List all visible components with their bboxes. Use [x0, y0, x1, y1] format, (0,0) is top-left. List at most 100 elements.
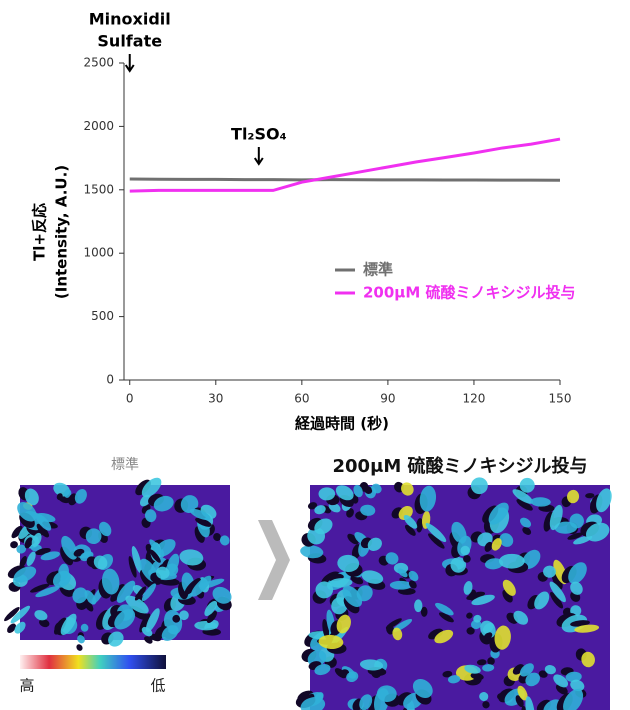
cell — [484, 558, 504, 570]
cell — [460, 545, 471, 556]
cell — [61, 535, 78, 560]
cell — [392, 627, 403, 641]
cell — [145, 608, 160, 633]
cell-dark — [482, 701, 490, 709]
cell-dark — [76, 644, 83, 651]
cell-dark — [476, 659, 487, 666]
cell — [414, 599, 423, 613]
cell — [26, 551, 36, 567]
x-tick-label: 0 — [126, 392, 134, 406]
cell — [194, 621, 218, 631]
cell — [17, 502, 37, 522]
cell-dark — [442, 670, 453, 678]
cell — [403, 514, 418, 529]
cell-dark — [307, 502, 318, 510]
cell-dark — [172, 614, 181, 623]
cell — [335, 485, 354, 501]
cell — [517, 685, 528, 701]
annotation-arrow — [253, 147, 264, 166]
cell — [72, 587, 88, 604]
cell — [534, 591, 550, 610]
cell — [300, 545, 324, 559]
cell — [153, 495, 174, 512]
y-tick-label: 1000 — [83, 246, 114, 260]
cell-dark — [466, 591, 486, 601]
cell — [425, 523, 447, 543]
cell-dark — [139, 569, 155, 589]
cell-dark — [538, 670, 548, 678]
cell — [314, 505, 326, 515]
y-tick-label: 0 — [106, 373, 114, 387]
cell-dark — [522, 526, 532, 535]
micrograph — [4, 477, 232, 651]
cell-dark — [350, 575, 364, 585]
cell-dark — [416, 518, 423, 533]
cell-dark — [24, 537, 33, 549]
annotation: Sulfate — [97, 32, 162, 51]
x-tick-label: 90 — [380, 392, 395, 406]
cell-dark — [404, 524, 416, 536]
cell — [180, 495, 199, 513]
cell — [491, 538, 502, 551]
cell — [447, 675, 461, 684]
cell — [464, 664, 481, 674]
cell — [359, 659, 384, 671]
cell-dark — [60, 546, 74, 566]
y-tick-label: 2000 — [83, 119, 114, 133]
cell — [554, 521, 578, 534]
cell — [360, 504, 376, 516]
cell — [161, 625, 179, 641]
cell-dark — [516, 498, 533, 511]
cell-dark — [364, 486, 373, 494]
cell — [565, 671, 582, 683]
cell-dark — [206, 610, 217, 623]
cell-dark — [463, 555, 471, 563]
cell — [315, 581, 334, 599]
cell — [34, 610, 48, 621]
cell — [84, 590, 97, 605]
cell — [114, 609, 136, 630]
y-tick-label: 500 — [91, 309, 114, 323]
cell — [336, 614, 351, 634]
cell — [14, 621, 26, 634]
cell — [125, 595, 149, 614]
cell-dark — [438, 612, 454, 623]
cell — [212, 586, 232, 604]
cell-dark — [4, 607, 20, 622]
cell-dark — [10, 541, 18, 549]
cell — [116, 580, 136, 603]
arrow — [258, 520, 290, 600]
cell-dark — [470, 672, 484, 680]
cell — [40, 551, 60, 561]
cell — [434, 629, 454, 644]
cell — [389, 580, 412, 590]
cell-dark — [110, 584, 125, 602]
cell-dark — [386, 624, 395, 635]
cell — [502, 579, 516, 596]
x-tick-label: 30 — [208, 392, 223, 406]
cell-dark — [19, 556, 27, 568]
cell-dark — [567, 532, 583, 540]
cell-dark — [195, 517, 212, 527]
cell-dark — [484, 541, 493, 552]
x-tick-label: 150 — [549, 392, 572, 406]
cell — [314, 663, 331, 676]
cell — [488, 502, 509, 525]
cell — [371, 483, 382, 494]
cell — [419, 485, 437, 512]
cell-dark — [134, 586, 147, 601]
cell-dark — [36, 523, 50, 538]
x-axis-label: 経過時間 (秒) — [295, 415, 389, 433]
cell — [353, 484, 363, 498]
cell — [331, 597, 348, 615]
cell — [401, 482, 414, 496]
cell-dark — [347, 533, 359, 545]
cell — [16, 544, 27, 554]
color-scale — [20, 655, 166, 669]
cell — [482, 622, 494, 634]
cell — [149, 539, 164, 557]
cell — [513, 610, 529, 625]
cell — [567, 489, 580, 504]
cell — [482, 664, 495, 672]
cell — [93, 555, 108, 570]
